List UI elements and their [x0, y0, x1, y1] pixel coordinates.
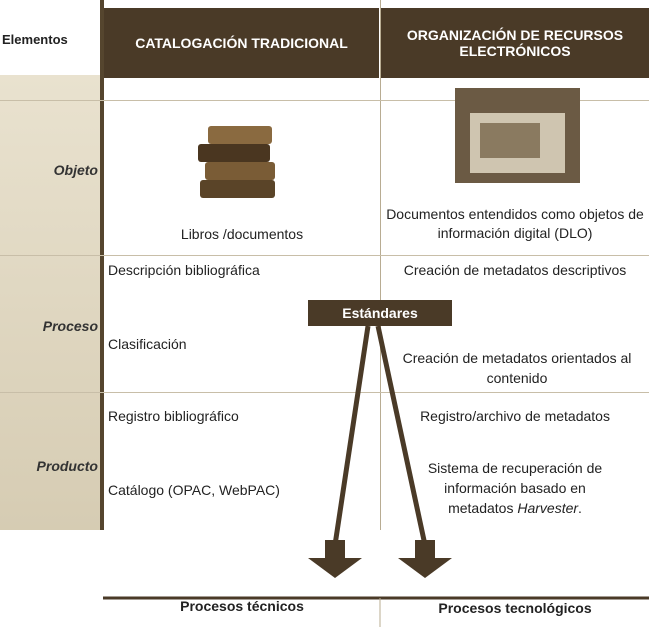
books-icon — [198, 126, 275, 198]
cell-text: Catálogo (OPAC, WebPAC) — [108, 482, 280, 498]
cell-text: Sistema de recuperación de información b… — [415, 458, 615, 518]
header-label: Elementos — [2, 32, 68, 47]
row-label: Proceso — [42, 318, 98, 334]
cell-text: Descripción bibliográfica — [108, 262, 260, 278]
cell-text: Creación de metadatos descriptivos — [403, 262, 627, 278]
text-part: . — [578, 500, 582, 516]
row-label: Producto — [36, 458, 98, 474]
label-column — [0, 75, 100, 530]
row-divider — [0, 100, 649, 101]
column-divider — [380, 0, 381, 530]
screen-image — [455, 88, 580, 183]
text-part: Sistema de recuperación de información b… — [427, 460, 603, 516]
column-header: ORGANIZACIÓN DE RECURSOS ELECTRÓNICOS — [381, 8, 649, 78]
cell-text: Creación de metadatos orientados al cont… — [402, 350, 632, 386]
row-divider — [0, 392, 649, 393]
column-header: CATALOGACIÓN TRADICIONAL — [104, 8, 379, 78]
cell-text: Registro/archivo de metadatos — [420, 408, 610, 424]
cell-text: Documentos entendidos como objetos de in… — [386, 206, 644, 241]
column-rule — [100, 0, 104, 530]
output-label: Procesos técnicos — [180, 598, 304, 614]
cell-text: Clasificación — [108, 336, 187, 352]
text-part: Harvester — [517, 500, 579, 516]
row-divider — [0, 255, 649, 256]
standards-box: Estándares — [308, 300, 452, 326]
output-label: Procesos tecnológicos — [438, 600, 592, 616]
cell-text: Libros /documentos — [180, 226, 304, 242]
cell-text: Registro bibliográfico — [108, 408, 239, 424]
row-label: Objeto — [53, 162, 98, 178]
